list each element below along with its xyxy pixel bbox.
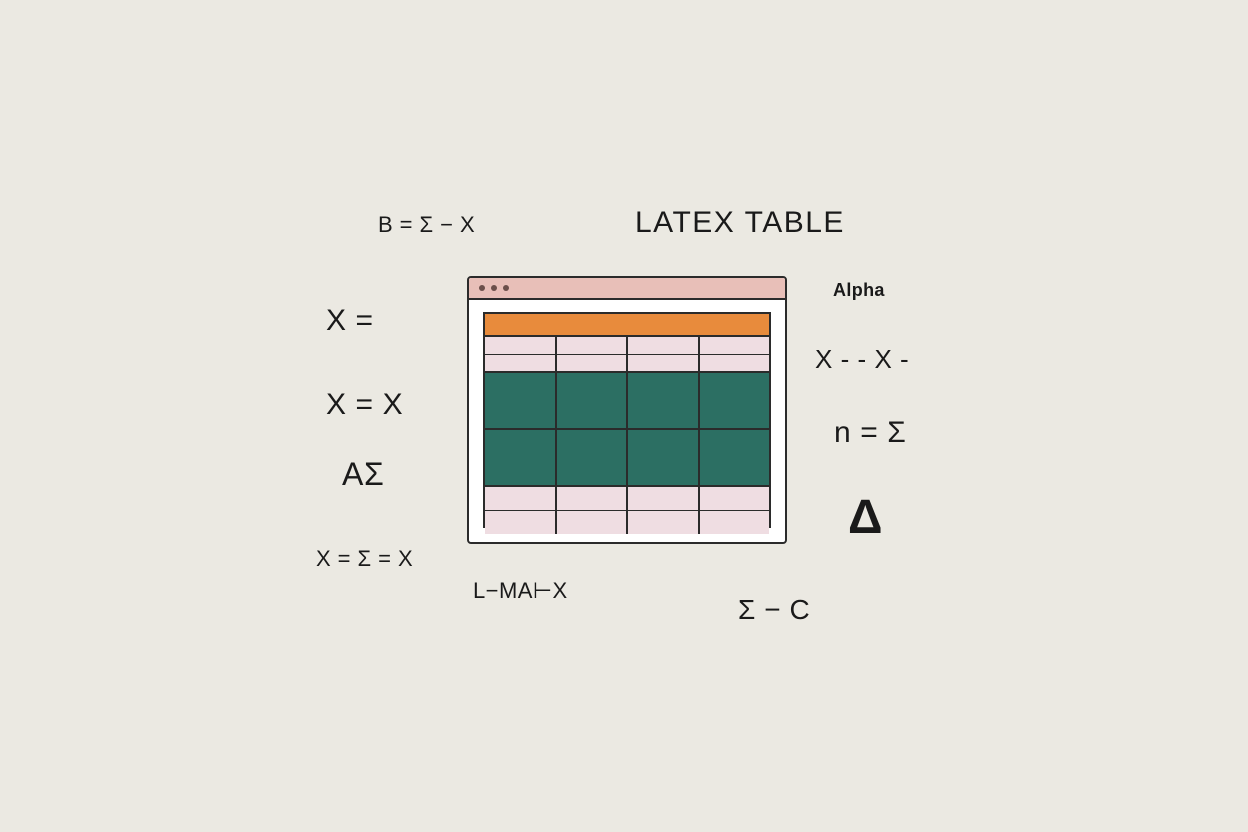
table-cell	[628, 487, 700, 534]
label-b-eq: B = Σ − X	[378, 212, 475, 238]
table-cell	[628, 373, 700, 428]
table-cell	[557, 430, 629, 485]
table-cell	[700, 337, 770, 371]
label-alpha: Alpha	[833, 280, 885, 301]
window-titlebar	[469, 278, 785, 300]
table-subcell	[700, 487, 770, 511]
table-subcell	[557, 337, 627, 354]
label-x-eq: X =	[326, 304, 374, 338]
table-subcell	[628, 355, 698, 371]
table-subcell	[700, 511, 770, 534]
table-cell	[628, 337, 700, 371]
table-cell	[557, 373, 629, 428]
table-subcell	[557, 487, 627, 511]
table-row	[485, 430, 769, 487]
table-subcell	[628, 337, 698, 354]
label-delta: Δ	[848, 490, 883, 545]
label-lmahx: L−MA⊢X	[473, 578, 568, 604]
label-x-dash: X - - X -	[815, 344, 909, 375]
table-subcell	[628, 511, 698, 534]
table-subcell	[485, 487, 555, 511]
table-cell	[700, 487, 770, 534]
table-cell	[557, 337, 629, 371]
window-body	[483, 312, 771, 528]
table-cell	[700, 373, 770, 428]
table-subcell	[557, 511, 627, 534]
app-window	[467, 276, 787, 544]
label-sigma-minus-c: Σ − C	[738, 594, 810, 626]
canvas: { "canvas": { "width_px": 1248, "height_…	[0, 0, 1248, 832]
traffic-light-dot	[503, 285, 509, 291]
traffic-light-dot	[479, 285, 485, 291]
table-subcell	[485, 337, 555, 354]
table-cell	[485, 337, 557, 371]
table-cell	[557, 487, 629, 534]
table-cell	[485, 487, 557, 534]
table-row	[485, 337, 769, 373]
traffic-light-dot	[491, 285, 497, 291]
table-subcell	[557, 355, 627, 371]
table-subcell	[700, 337, 770, 354]
label-a-sigma: AΣ	[342, 456, 384, 493]
title-latex-table: LATEX TABLE	[635, 206, 845, 240]
latex-table	[485, 314, 769, 526]
table-subcell	[628, 487, 698, 511]
table-row	[485, 373, 769, 430]
table-cell	[628, 430, 700, 485]
label-x-eq-x: X = X	[326, 388, 403, 422]
table-subcell	[700, 355, 770, 371]
table-header-band	[485, 314, 769, 337]
table-subcell	[485, 511, 555, 534]
table-cell	[485, 430, 557, 485]
table-cell	[700, 430, 770, 485]
table-cell	[485, 373, 557, 428]
table-subcell	[485, 355, 555, 371]
label-n-eq-sigma: n = Σ	[834, 416, 906, 450]
table-row	[485, 487, 769, 534]
label-x-sig-x: X = Σ = X	[316, 546, 413, 572]
